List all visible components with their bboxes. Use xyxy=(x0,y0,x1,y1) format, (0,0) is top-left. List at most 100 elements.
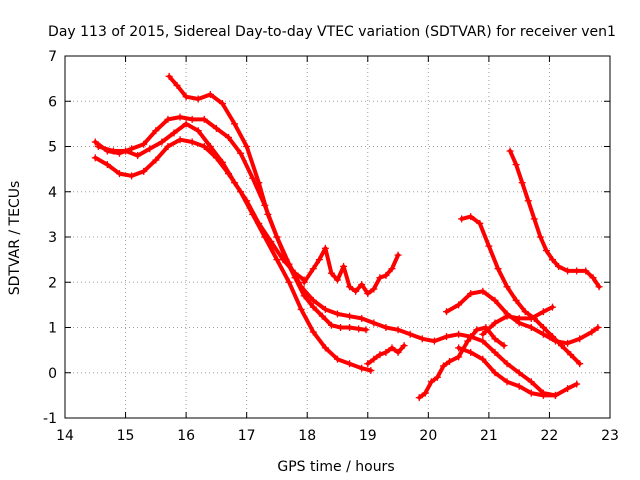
data-point xyxy=(430,337,438,345)
data-point xyxy=(455,353,463,361)
data-point xyxy=(491,348,499,356)
x-tick-label: 15 xyxy=(117,428,135,444)
data-point xyxy=(530,215,538,223)
y-tick-label: 1 xyxy=(48,321,57,337)
data-point xyxy=(158,138,166,146)
data-point xyxy=(91,138,99,146)
data-point xyxy=(194,127,202,135)
data-point xyxy=(564,267,572,275)
series-s12 xyxy=(506,147,603,291)
data-point xyxy=(455,344,463,352)
data-point xyxy=(491,296,499,304)
data-point xyxy=(594,324,602,331)
data-point xyxy=(249,174,257,182)
data-point xyxy=(94,143,102,150)
data-point xyxy=(467,290,475,298)
data-point xyxy=(285,278,293,286)
data-point xyxy=(206,90,214,98)
data-point xyxy=(458,215,466,223)
data-point xyxy=(140,140,148,148)
data-point xyxy=(376,351,384,359)
data-point xyxy=(318,312,326,320)
data-point xyxy=(231,120,239,128)
data-point xyxy=(367,366,375,374)
data-point xyxy=(406,330,414,338)
data-point xyxy=(327,269,335,277)
grid-lines xyxy=(65,56,610,418)
data-point xyxy=(521,308,529,316)
data-point xyxy=(255,219,263,227)
data-point xyxy=(334,355,341,363)
data-point xyxy=(479,355,487,363)
x-tick-label: 16 xyxy=(177,428,195,444)
y-tick-label: -1 xyxy=(43,411,57,427)
data-point xyxy=(315,256,323,264)
data-point xyxy=(273,233,281,241)
data-point xyxy=(358,364,366,372)
data-point xyxy=(518,179,526,187)
data-point xyxy=(109,147,117,155)
data-point xyxy=(394,326,402,334)
plot-frame xyxy=(64,55,611,419)
data-point xyxy=(231,179,239,187)
x-tick-label: 14 xyxy=(56,428,74,444)
data-series xyxy=(91,72,603,402)
data-point xyxy=(309,296,317,304)
data-point xyxy=(582,267,590,275)
data-point xyxy=(515,314,523,322)
data-point xyxy=(362,326,370,334)
data-point xyxy=(243,143,251,150)
data-point xyxy=(358,314,366,322)
series-s3 xyxy=(91,136,375,374)
chart-title: Day 113 of 2015, Sidereal Day-to-day VTE… xyxy=(48,24,616,40)
data-point xyxy=(358,281,366,289)
data-point xyxy=(464,337,472,345)
series-s11 xyxy=(479,303,556,338)
data-point xyxy=(476,219,484,227)
data-point xyxy=(527,378,535,386)
data-point xyxy=(552,391,559,399)
data-point xyxy=(455,330,463,338)
series-line xyxy=(96,121,307,282)
data-point xyxy=(370,285,378,293)
data-point xyxy=(152,127,160,135)
data-point xyxy=(352,287,360,295)
y-axis-label: SDTVAR / TECUs xyxy=(7,181,23,296)
data-point xyxy=(170,129,178,137)
data-point xyxy=(165,72,173,80)
data-point xyxy=(218,158,226,166)
data-point xyxy=(300,278,308,286)
data-point xyxy=(539,391,547,399)
series-s1 xyxy=(165,72,370,334)
data-point xyxy=(188,138,196,146)
data-point xyxy=(309,265,317,273)
data-point xyxy=(334,310,341,318)
data-point xyxy=(433,373,441,381)
data-point xyxy=(491,319,499,327)
data-point xyxy=(182,120,190,128)
data-point xyxy=(176,113,184,121)
data-point xyxy=(388,344,396,352)
data-point xyxy=(473,326,481,334)
data-point xyxy=(427,378,435,386)
data-point xyxy=(200,115,208,123)
data-point xyxy=(212,124,220,132)
data-point xyxy=(194,95,202,103)
series-s2 xyxy=(91,113,581,399)
data-point xyxy=(206,143,214,150)
data-point xyxy=(364,290,372,298)
data-point xyxy=(394,251,402,259)
data-point xyxy=(548,256,556,264)
x-tick-label: 21 xyxy=(480,428,498,444)
data-point xyxy=(506,147,514,155)
data-point xyxy=(527,324,535,331)
data-point xyxy=(503,312,511,320)
data-point xyxy=(503,283,511,291)
y-tick-label: 2 xyxy=(48,275,57,291)
data-point xyxy=(346,324,354,331)
x-axis-ticks: 14 15 16 17 18 19 20 21 22 23 xyxy=(56,56,619,444)
data-point xyxy=(173,81,181,89)
data-point xyxy=(225,133,232,141)
data-point xyxy=(443,308,450,316)
